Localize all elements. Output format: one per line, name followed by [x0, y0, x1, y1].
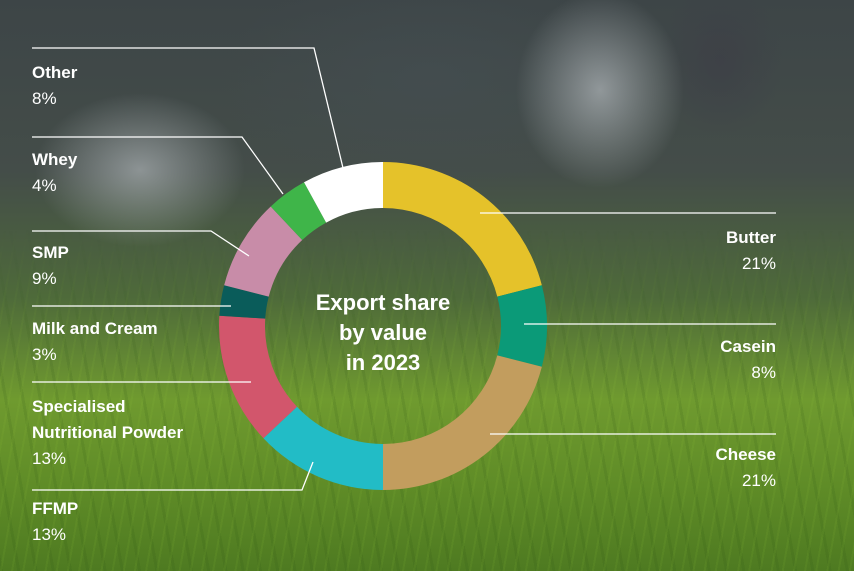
data-label-casein: 8%	[751, 363, 776, 382]
leader-ffmp	[32, 461, 314, 491]
legend-name-whey: Whey	[32, 150, 78, 169]
slice-specialised-nutritional-powder	[219, 315, 297, 439]
label-cheese: Cheese 21%	[716, 442, 776, 494]
slice-milk-and-cream	[219, 285, 269, 319]
slice-whey	[270, 182, 327, 240]
slice-ffmp	[263, 406, 383, 490]
legend-name-cheese: Cheese	[715, 445, 776, 464]
leader-whey	[32, 136, 284, 195]
data-label-other: 8%	[32, 89, 57, 108]
legend-name-smp: SMP	[32, 243, 69, 262]
label-ffmp: FFMP 13%	[32, 496, 78, 548]
legend-name-milk-and-cream: Milk and Cream	[32, 319, 158, 338]
data-label-cheese: 21%	[741, 471, 776, 490]
slice-cheese	[383, 355, 542, 490]
slice-smp	[224, 206, 303, 297]
legend-name-butter: Butter	[725, 228, 776, 247]
label-specialised-nutritional-powder: Specialised Nutritional Powder 13%	[32, 394, 183, 472]
legend-name-other: Other	[32, 63, 78, 82]
slice-butter	[383, 162, 542, 297]
slice-other	[303, 162, 383, 223]
leader-other	[32, 47, 344, 169]
label-whey: Whey 4%	[32, 147, 77, 199]
data-label-butter: 21%	[741, 254, 776, 273]
legend-name-casein: Casein	[720, 337, 776, 356]
data-label-smp: 9%	[32, 269, 57, 288]
legend-name-specialised-nutritional-powder: Specialised Nutritional Powder	[32, 397, 184, 442]
leader-smp	[32, 230, 250, 257]
label-casein: Casein 8%	[720, 334, 776, 386]
data-label-ffmp: 13%	[32, 525, 67, 544]
data-label-milk-and-cream: 3%	[32, 345, 57, 364]
data-label-whey: 4%	[32, 176, 57, 195]
legend-name-ffmp: FFMP	[32, 499, 79, 518]
slice-casein	[497, 285, 547, 367]
label-butter: Butter 21%	[726, 225, 776, 277]
label-other: Other 8%	[32, 60, 77, 112]
label-milk-and-cream: Milk and Cream 3%	[32, 316, 158, 368]
data-label-specialised-nutritional-powder: 13%	[32, 449, 67, 468]
chart-title: Export share by value in 2023	[315, 290, 451, 375]
label-smp: SMP 9%	[32, 240, 69, 292]
